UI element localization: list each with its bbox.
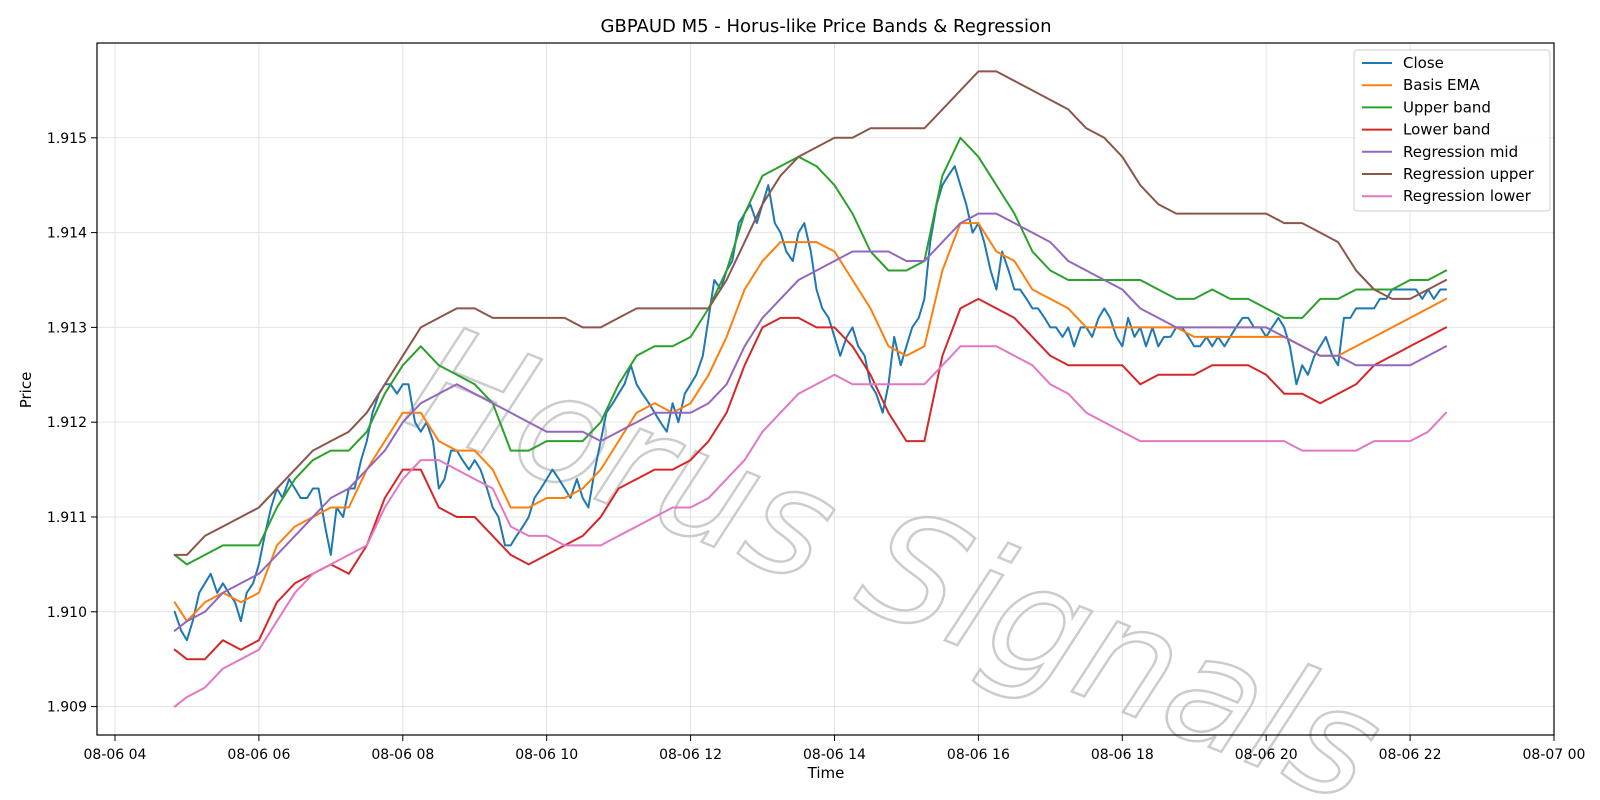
series-line-regression-mid <box>173 212 1448 632</box>
legend-label-regression-upper: Regression upper <box>1403 165 1535 183</box>
y-tick-label: 1.911 <box>47 510 87 526</box>
x-axis-label: Time <box>807 764 845 782</box>
x-tick-label: 08-06 22 <box>1379 747 1442 763</box>
x-tick-label: 08-06 14 <box>803 747 866 763</box>
y-tick-label: 1.912 <box>47 415 87 431</box>
legend-label-basis-ema: Basis EMA <box>1403 76 1480 94</box>
watermark-text: Horus Signals <box>387 292 1404 800</box>
legend: Close Basis EMA Upper band Lower band Regres… <box>1353 49 1551 212</box>
x-tick-label: 08-06 12 <box>659 747 722 763</box>
series-lines <box>173 70 1448 708</box>
y-tick-label: 1.909 <box>47 700 87 716</box>
x-tick-label: 08-06 04 <box>84 747 147 763</box>
x-axis-ticks: 08-06 04 08-06 06 08-06 08 08-06 10 08-06 12… <box>84 735 1586 763</box>
y-tick-label: 1.914 <box>47 226 87 242</box>
series-line-basis-ema <box>173 222 1448 623</box>
legend-label-upper-band: Upper band <box>1403 98 1491 116</box>
y-tick-label: 1.915 <box>47 131 87 147</box>
series-line-regression-upper <box>173 70 1448 556</box>
x-tick-label: 08-06 06 <box>227 747 290 763</box>
plot-frame <box>96 42 1555 736</box>
legend-label-regression-lower: Regression lower <box>1403 187 1532 205</box>
legend-label-close: Close <box>1403 54 1444 72</box>
series-line-close <box>173 165 1448 642</box>
x-tick-label: 08-06 08 <box>371 747 434 763</box>
x-tick-label: 08-06 18 <box>1091 747 1154 763</box>
y-tick-label: 1.910 <box>47 605 87 621</box>
y-tick-label: 1.913 <box>47 320 87 336</box>
legend-label-regression-mid: Regression mid <box>1403 143 1518 161</box>
x-tick-label: 08-06 16 <box>947 747 1010 763</box>
x-tick-label: 08-06 20 <box>1235 747 1298 763</box>
legend-label-lower-band: Lower band <box>1403 121 1490 139</box>
x-tick-label: 08-07 00 <box>1523 747 1586 763</box>
x-tick-label: 08-06 10 <box>515 747 578 763</box>
y-axis-ticks: 1.909 1.910 1.911 1.912 1.913 1.914 1.915 <box>47 131 97 716</box>
series-line-upper-band <box>173 136 1448 566</box>
chart-title: GBPAUD M5 - Horus-like Price Bands & Reg… <box>601 16 1052 37</box>
grid <box>97 43 1555 735</box>
y-axis-label: Price <box>17 372 35 409</box>
legend-box <box>1353 49 1551 212</box>
series-line-lower-band <box>173 297 1448 661</box>
series-line-regression-lower <box>173 345 1448 708</box>
